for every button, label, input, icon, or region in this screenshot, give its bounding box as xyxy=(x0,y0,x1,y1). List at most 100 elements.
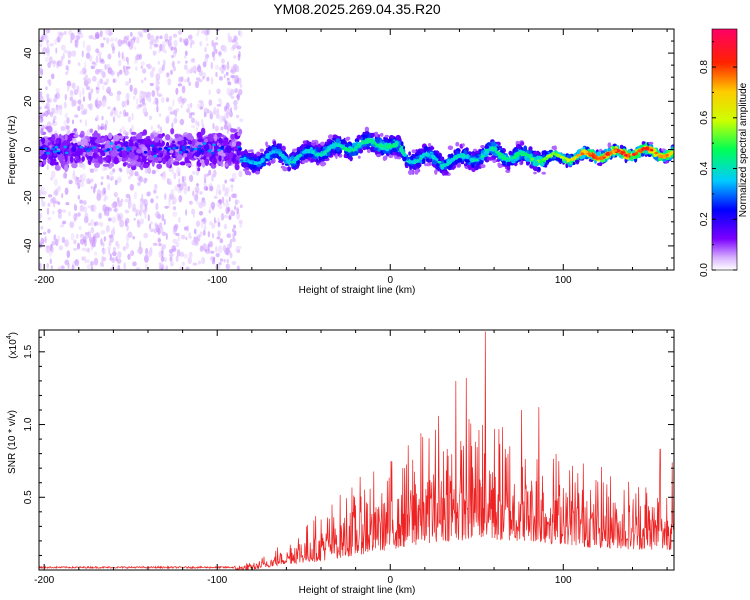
spectrogram-speckle xyxy=(112,247,116,252)
spectrogram-speckle xyxy=(86,44,92,53)
spectrogram-speckle xyxy=(227,207,231,212)
spectrogram-speckle xyxy=(210,61,213,70)
spectrogram-speckle xyxy=(136,36,140,44)
spectrogram-signal-core xyxy=(295,157,300,160)
spectrogram-speckle xyxy=(75,262,79,267)
spectrogram-speckle xyxy=(196,199,199,205)
spectrogram-noise-blob xyxy=(102,163,110,167)
spectrogram-speckle xyxy=(160,267,164,270)
spectrogram-speckle xyxy=(158,113,162,117)
spectrogram-speckle xyxy=(55,88,60,93)
spectrogram-signal-core xyxy=(580,152,585,155)
spectrogram-speckle xyxy=(100,230,106,235)
spectrogram-speckle xyxy=(91,75,97,82)
spectrogram-speckle xyxy=(217,245,223,254)
spectrogram-speckle xyxy=(66,85,70,92)
spectrogram-noise-blob xyxy=(145,136,151,140)
spectrogram-speckle xyxy=(150,125,153,130)
spectrogram-speckle xyxy=(225,247,230,256)
spectrogram-signal-blob xyxy=(404,161,408,167)
spectrogram-speckle xyxy=(45,102,50,109)
spectrogram-speckle xyxy=(69,221,75,229)
spectrogram-signal-core xyxy=(282,156,287,160)
spectrogram-speckle xyxy=(109,37,115,43)
spectrogram-speckle xyxy=(232,193,238,199)
spectrogram-speckle xyxy=(117,251,122,259)
spectrogram-signal-blob xyxy=(388,154,394,158)
spectrogram-speckle xyxy=(121,51,124,60)
spectrogram-speckle xyxy=(226,111,229,119)
spectrogram-speckle xyxy=(59,32,64,36)
spectrogram-speckle xyxy=(76,85,80,93)
spectrogram-speckle xyxy=(119,69,123,75)
spectrogram-speckle xyxy=(129,32,133,37)
spectrogram-speckle xyxy=(235,114,240,119)
spectrogram-speckle xyxy=(160,173,163,177)
spectrogram-speckle xyxy=(53,178,58,186)
spectrogram-noise-speck xyxy=(79,145,83,149)
spectrogram-speckle xyxy=(207,247,211,255)
spectrogram-speckle xyxy=(84,132,87,137)
spectrogram-speckle xyxy=(44,110,49,117)
spectrogram-speckle xyxy=(169,256,173,262)
spectrogram-speckle xyxy=(234,230,237,237)
spectrogram-speckle xyxy=(90,266,94,270)
spectrogram-noise-blob xyxy=(130,131,137,135)
spectrogram-xtick-label: -200 xyxy=(34,275,54,286)
spectrogram-speckle xyxy=(129,84,133,93)
spectrogram-speckle xyxy=(212,257,215,262)
spectrogram-noise-speck xyxy=(64,151,69,155)
spectrogram-speckle xyxy=(161,262,164,269)
spectrogram-speckle xyxy=(233,63,238,69)
spectrogram-speckle xyxy=(216,184,221,190)
spectrogram-speckle xyxy=(183,253,188,259)
spectrogram-noise-blob xyxy=(177,141,182,145)
spectrogram-signal-blob xyxy=(447,145,454,151)
spectrogram-noise-speck xyxy=(158,147,163,151)
spectrogram-noise-speck xyxy=(56,151,61,155)
spectrogram-speckle xyxy=(47,228,51,234)
spectrogram-speckle xyxy=(164,49,167,54)
spectrogram-speckle xyxy=(217,263,221,270)
spectrogram-noise-blob xyxy=(136,149,143,154)
spectrogram-speckle xyxy=(126,99,130,106)
spectrogram-speckle xyxy=(120,198,124,203)
spectrogram-speckle xyxy=(203,107,209,115)
spectrogram-speckle xyxy=(219,115,224,123)
spectrogram-speckle xyxy=(230,209,234,215)
spectrogram-noise-blob xyxy=(148,156,154,161)
spectrogram-speckle xyxy=(175,87,179,95)
spectrogram-speckle xyxy=(114,179,118,186)
spectrogram-noise-speck xyxy=(92,146,97,150)
spectrogram-speckle xyxy=(101,248,107,255)
spectrogram-signal-blob xyxy=(557,157,561,162)
spectrogram-speckle xyxy=(192,65,197,74)
spectrogram-speckle xyxy=(150,34,155,43)
spectrogram-signal-core xyxy=(525,153,529,156)
spectrogram-signal-blob xyxy=(420,148,425,153)
spectrogram-signal-blob xyxy=(408,151,411,156)
spectrogram-speckle xyxy=(74,114,79,118)
spectrogram-speckle xyxy=(225,71,229,76)
spectrogram-speckle xyxy=(58,245,64,251)
spectrogram-speckle xyxy=(132,95,136,100)
spectrogram-speckle xyxy=(91,178,94,183)
spectrogram-speckle xyxy=(168,106,173,111)
spectrogram-signal-blob xyxy=(305,145,310,150)
spectrogram-speckle xyxy=(144,254,149,263)
spectrogram-speckle xyxy=(198,79,203,83)
spectrogram-speckle xyxy=(157,60,160,65)
spectrogram-noise-speck xyxy=(202,142,207,145)
spectrogram-signal-core xyxy=(665,153,669,157)
spectrogram-speckle xyxy=(172,211,178,217)
spectrogram-signal-core xyxy=(662,155,667,159)
spectrogram-speckle xyxy=(226,127,229,135)
spectrogram-speckle xyxy=(156,87,159,95)
spectrogram-speckle xyxy=(73,239,77,245)
spectrogram-signal-blob xyxy=(463,163,468,167)
spectrogram-signal-core xyxy=(357,145,361,148)
spectrogram-noise-blob xyxy=(236,141,242,146)
spectrogram-speckle xyxy=(154,183,158,190)
spectrogram-speckle xyxy=(144,77,147,81)
spectrogram-speckle xyxy=(125,241,129,250)
